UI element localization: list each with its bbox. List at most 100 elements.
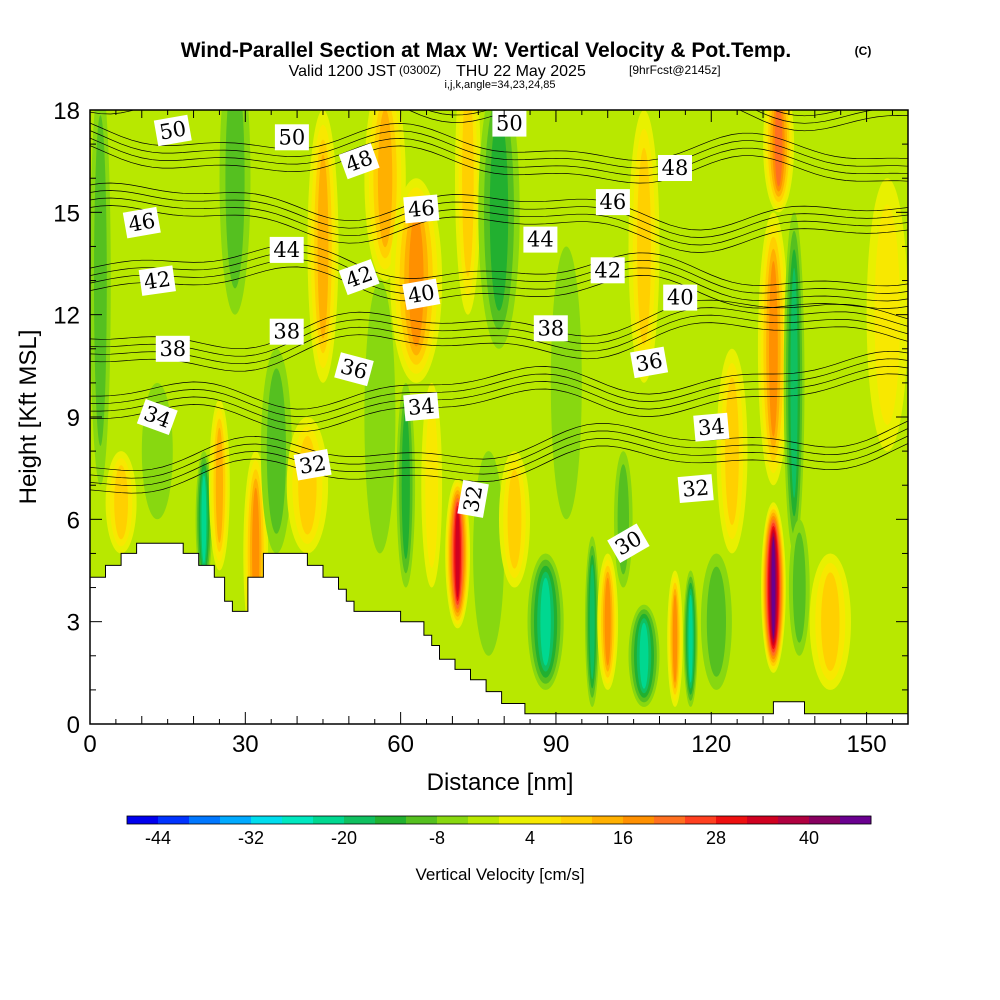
contour-label-text: 50: [158, 116, 188, 144]
velocity-cell-11-level-4: [377, 110, 393, 248]
y-tick-label: 18: [53, 98, 80, 125]
colorbar-swatch: [530, 816, 562, 824]
y-axis-label: Height [Kft MSL]: [15, 330, 42, 505]
isentrope-46-0: [90, 0, 908, 6]
colorbar-swatch: [344, 816, 376, 824]
contour-label-bg: [155, 335, 190, 362]
contour-label-bg: [269, 318, 304, 345]
contour-label-32-23: 32: [293, 449, 332, 481]
colorbar-tick-label: -8: [429, 828, 445, 848]
isentrope-36-3: [90, 244, 908, 287]
velocity-cell-9-level-4: [317, 154, 329, 339]
isentrope-36-1: [90, 259, 908, 302]
contour-label-46-6: 46: [403, 194, 440, 224]
contour-label-40-13: 40: [402, 278, 441, 310]
contour-label-bg: [658, 155, 692, 181]
velocity-cell-5-level-2: [225, 110, 245, 289]
colorbar: -44 -32 -20 -8 4 16 28 40: [126, 815, 872, 848]
colorbar-swatch: [499, 816, 531, 824]
colorbar-swatch: [778, 816, 810, 824]
colorbar-tick-label: -20: [331, 828, 357, 848]
x-tick-label: 90: [543, 731, 570, 758]
velocity-cell-1-level-3: [114, 465, 128, 540]
contour-label-32-25: 32: [677, 474, 714, 504]
velocity-cell-38-level-2: [874, 204, 900, 425]
isentrope-30-3: [90, 420, 908, 472]
isentrope-38-2: [90, 190, 908, 238]
y-tick-label: 12: [53, 303, 80, 330]
colorbar-tick-label: 4: [525, 828, 535, 848]
copyright-mark: (C): [855, 44, 872, 58]
isentrope-40-1: [90, 137, 908, 176]
y-tick-label: 0: [67, 712, 80, 739]
contour-label-36-18: 36: [334, 352, 374, 387]
contour-label-text: 48: [662, 156, 689, 180]
colorbar-swatch: [654, 816, 686, 824]
contour-label-38-16: 38: [269, 318, 304, 345]
isentrope-38-1: [90, 197, 908, 246]
contour-label-bg: [523, 226, 558, 253]
contour-label-text: 42: [594, 258, 621, 282]
contour-label-text: 38: [273, 320, 300, 344]
contour-label-38-17: 38: [533, 315, 568, 342]
velocity-cell-35-level-2: [792, 532, 806, 643]
velocity-cell-26-level-3: [637, 147, 651, 345]
colorbar-swatch: [406, 816, 438, 824]
colorbar-swatch: [747, 816, 779, 824]
velocity-cell-29-level-2: [706, 566, 727, 677]
colorbar-swatch: [251, 816, 283, 824]
velocity-cell-15-level-9: [455, 509, 460, 598]
valid-time-prefix: Valid 1200 JST: [289, 63, 397, 80]
contour-label-bg: [136, 398, 178, 436]
velocity-cell-13-level-5: [408, 214, 424, 347]
isentrope-36-0: [90, 266, 908, 309]
velocity-cell-28-level-5: [688, 594, 693, 683]
contour-label-text: 46: [127, 208, 157, 236]
contour-label-bg: [338, 259, 380, 296]
contour-label-46-5: 46: [122, 206, 161, 239]
contour-label-text: 40: [667, 286, 694, 310]
contour-label-bg: [274, 124, 309, 151]
velocity-cell-34-level-4: [790, 268, 798, 498]
contour-label-bg: [293, 449, 332, 481]
contour-label-bg: [457, 479, 489, 518]
velocity-cell-33-level-6: [774, 110, 783, 187]
colorbar-swatch: [468, 816, 500, 824]
colorbar-swatch: [685, 816, 717, 824]
isentrope-34-1: [90, 314, 908, 365]
velocity-cell-31-level-12: [771, 539, 776, 636]
contour-label-36-19: 36: [630, 346, 669, 379]
contour-label-text: 32: [681, 475, 710, 501]
velocity-cell-30-level-3: [725, 377, 739, 525]
contour-label-bg: [533, 315, 568, 342]
colorbar-tick-label: 28: [706, 828, 726, 848]
velocity-cell-7-level-2: [266, 368, 286, 534]
velocity-cell-32-level-5: [769, 261, 778, 437]
velocity-cell-23-level-5: [604, 577, 611, 666]
x-tick-label: 0: [83, 731, 96, 758]
velocity-cell-36-level-3: [821, 572, 840, 671]
contour-label-44-8: 44: [269, 236, 304, 263]
isentrope-42-1: [426, 110, 876, 124]
contour-label-text: 44: [527, 228, 554, 252]
contour-label-bg: [402, 278, 441, 310]
contour-label-32-24: 32: [457, 479, 489, 518]
colorbar-tick-label: -44: [145, 828, 171, 848]
contour-label-50-1: 50: [274, 124, 309, 151]
colorbar-swatch: [220, 816, 252, 824]
contour-label-bg: [153, 114, 192, 147]
colorbar-swatch: [809, 816, 841, 824]
isentrope-32-2: [90, 358, 908, 417]
y-tick-label: 6: [67, 507, 80, 534]
y-tick-label: 3: [67, 610, 80, 637]
contour-label-bg: [595, 189, 630, 216]
colorbar-swatch: [716, 816, 748, 824]
forecast-info: [9hrFcst@2145z]: [629, 63, 721, 77]
colorbar-tick-label: 16: [613, 828, 633, 848]
contour-label-46-7: 46: [595, 189, 630, 216]
colorbar-swatch: [592, 816, 624, 824]
contour-label-bg: [677, 474, 714, 504]
velocity-cell-16-level-3: [462, 110, 474, 277]
